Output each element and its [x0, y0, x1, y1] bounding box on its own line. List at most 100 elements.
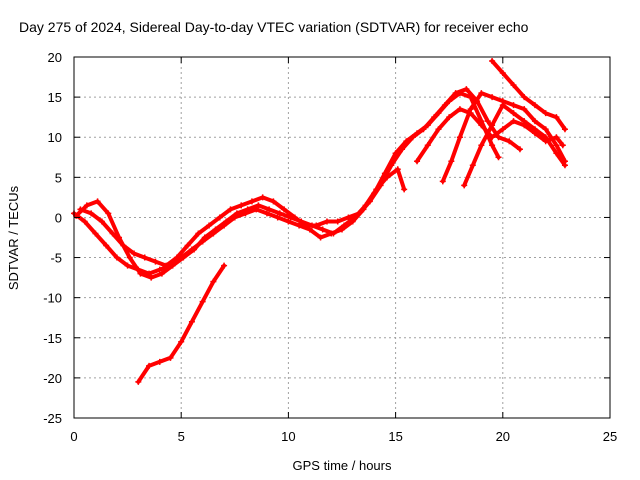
grid-lines — [74, 57, 610, 418]
data-point — [542, 126, 549, 133]
data-point — [439, 178, 446, 185]
data-point — [141, 254, 148, 261]
data-point — [195, 230, 202, 237]
data-point — [173, 254, 180, 261]
data-point — [178, 338, 185, 345]
y-tick-label: -5 — [50, 251, 62, 266]
data-point — [467, 106, 474, 113]
data-point — [223, 218, 230, 225]
data-point — [499, 102, 506, 109]
data-point — [92, 230, 99, 237]
data-point — [345, 214, 352, 221]
data-point — [414, 158, 421, 165]
data-point — [330, 230, 337, 237]
chart-title: Day 275 of 2024, Sidereal Day-to-day VTE… — [19, 19, 529, 35]
y-tick-label: 20 — [48, 50, 62, 65]
data-point — [469, 162, 476, 169]
data-point — [98, 218, 105, 225]
data-point — [116, 234, 123, 241]
data-point — [463, 86, 470, 93]
data-point — [521, 94, 528, 101]
data-point — [148, 274, 155, 281]
data-point — [317, 234, 324, 241]
data-point — [266, 206, 273, 213]
data-point — [478, 142, 485, 149]
data-point — [281, 206, 288, 213]
data-point — [561, 126, 568, 133]
data-point — [238, 202, 245, 209]
data-point — [499, 126, 506, 133]
data-point — [180, 254, 187, 261]
data-point — [131, 250, 138, 257]
data-point — [431, 114, 438, 121]
y-tick-label: -15 — [43, 331, 62, 346]
y-tick-label: 5 — [55, 170, 62, 185]
data-point — [146, 362, 153, 369]
data-point — [452, 90, 459, 97]
data-point — [274, 214, 281, 221]
data-point — [489, 142, 496, 149]
y-tick-label: -25 — [43, 411, 62, 426]
y-tick-label: 15 — [48, 90, 62, 105]
data-point — [158, 270, 165, 277]
data-point — [531, 102, 538, 109]
data-point — [135, 378, 142, 385]
data-series — [71, 58, 568, 385]
data-point — [510, 102, 517, 109]
y-tick-label: 0 — [55, 210, 62, 225]
data-point — [285, 218, 292, 225]
data-point — [489, 58, 496, 65]
x-tick-label: 15 — [388, 429, 402, 444]
data-point — [233, 210, 240, 217]
series-track-c — [74, 167, 407, 280]
data-point — [210, 278, 217, 285]
data-point — [248, 198, 255, 205]
data-point — [296, 222, 303, 229]
data-point — [510, 118, 517, 125]
data-point — [259, 194, 266, 201]
data-point — [384, 174, 391, 181]
data-point — [81, 218, 88, 225]
data-point — [341, 222, 348, 229]
data-point — [221, 262, 228, 269]
x-tick-label: 0 — [70, 429, 77, 444]
data-point — [510, 110, 517, 117]
data-point — [137, 270, 144, 277]
y-tick-label: -20 — [43, 371, 62, 386]
plot-frame — [73, 56, 611, 419]
data-point — [424, 142, 431, 149]
data-point — [456, 106, 463, 113]
data-point — [542, 110, 549, 117]
data-point — [553, 114, 560, 121]
x-tick-label: 25 — [603, 429, 617, 444]
data-point — [542, 134, 549, 141]
data-point — [199, 298, 206, 305]
data-point — [489, 94, 496, 101]
data-point — [461, 182, 468, 189]
data-point — [561, 162, 568, 169]
data-point — [516, 146, 523, 153]
data-point — [255, 202, 262, 209]
data-point — [409, 134, 416, 141]
data-point — [495, 154, 502, 161]
data-point — [124, 262, 131, 269]
data-point — [323, 218, 330, 225]
data-point — [103, 242, 110, 249]
x-axis-label: GPS time / hours — [293, 458, 392, 473]
data-point — [169, 262, 176, 269]
y-tick-label: 10 — [48, 130, 62, 145]
data-point — [298, 218, 305, 225]
series-track-a — [72, 91, 501, 276]
data-point — [553, 150, 560, 157]
data-point — [531, 118, 538, 125]
data-point — [484, 118, 491, 125]
data-point — [420, 126, 427, 133]
axis-ticks: 0 5 10 15 20 25 -25 -20 -15 -10 -5 0 5 10 15 20 — [43, 50, 617, 444]
data-point — [244, 206, 251, 213]
data-point — [362, 202, 369, 209]
data-point — [227, 206, 234, 213]
data-point — [521, 118, 528, 125]
x-tick-label: 10 — [281, 429, 295, 444]
data-point — [276, 210, 283, 217]
